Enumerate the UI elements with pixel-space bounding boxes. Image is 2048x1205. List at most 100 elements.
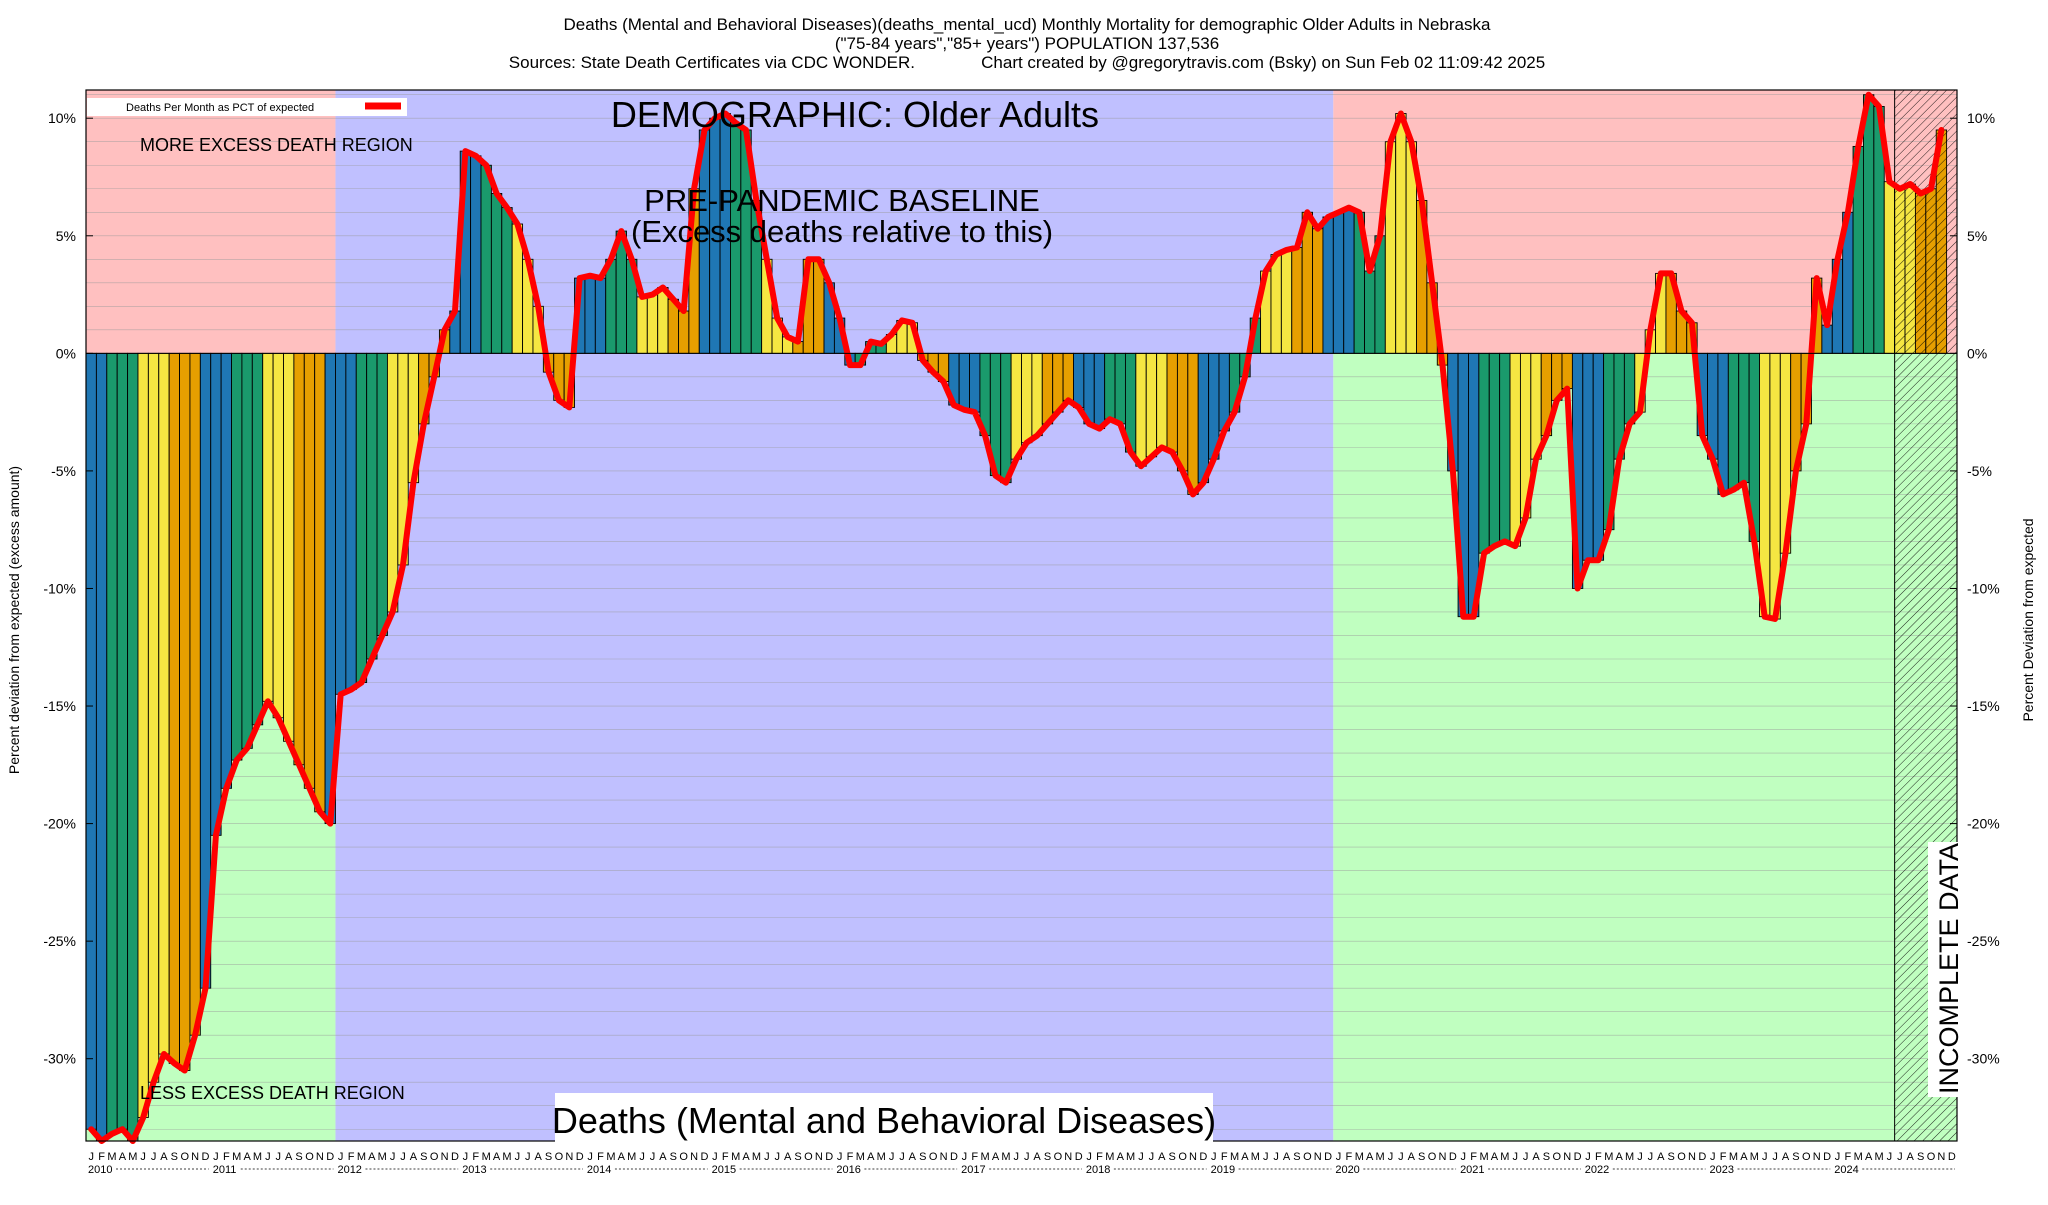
x-month-label: D: [1075, 1151, 1083, 1163]
bar: [605, 258, 617, 354]
x-month-label: M: [1126, 1151, 1135, 1163]
bar: [1738, 352, 1750, 484]
bar: [1883, 181, 1896, 354]
x-month-label: N: [441, 1151, 449, 1163]
x-month-label: N: [1314, 1151, 1322, 1163]
chart-title-line-3: Sources: State Death Certificates via CD…: [509, 53, 1545, 72]
x-month-label: J: [899, 1151, 905, 1163]
bar: [1135, 352, 1147, 467]
bar: [490, 193, 503, 354]
x-year-label: 2012: [337, 1164, 361, 1176]
bar: [969, 352, 981, 413]
x-month-label: J: [837, 1151, 843, 1163]
less-excess-region-label: LESS EXCESS DEATH REGION: [140, 1083, 405, 1103]
legend-label: Deaths Per Month as PCT of expected: [126, 102, 314, 114]
x-month-label: N: [1064, 1151, 1072, 1163]
x-month-label: D: [1199, 1151, 1207, 1163]
x-month-label: S: [1169, 1151, 1176, 1163]
x-month-label: J: [1014, 1151, 1020, 1163]
x-month-label: J: [88, 1151, 94, 1163]
y-axis-label-left: Percent deviation from expected (excess …: [6, 466, 22, 774]
bar: [1364, 270, 1376, 354]
x-month-label: J: [390, 1151, 396, 1163]
x-month-label: N: [1688, 1151, 1696, 1163]
x-month-label: M: [1251, 1151, 1260, 1163]
x-month-label: D: [1574, 1151, 1582, 1163]
x-month-label: F: [223, 1151, 230, 1163]
x-month-label: J: [639, 1151, 645, 1163]
x-year-label: 2011: [213, 1164, 237, 1176]
x-year-label: 2020: [1335, 1164, 1359, 1176]
x-month-label: A: [1865, 1151, 1873, 1163]
x-month-label: S: [1792, 1151, 1799, 1163]
x-month-label: A: [493, 1151, 501, 1163]
series-line: [88, 91, 1945, 1144]
x-month-label: M: [1874, 1151, 1883, 1163]
x-month-label: M: [1355, 1151, 1364, 1163]
y-tick-label-right: -25%: [1967, 933, 2000, 949]
bar: [1156, 352, 1168, 448]
bar: [366, 352, 378, 660]
x-month-label: N: [1813, 1151, 1821, 1163]
bar: [1166, 352, 1178, 453]
x-month-label: N: [191, 1151, 199, 1163]
x-month-label: A: [1158, 1151, 1166, 1163]
x-month-label: M: [482, 1151, 491, 1163]
bar: [1530, 352, 1542, 460]
bar: [1478, 352, 1490, 554]
incomplete-data-label: INCOMPLETE DATA: [1934, 843, 1964, 1094]
x-month-label: J: [213, 1151, 219, 1163]
x-month-label: D: [326, 1151, 334, 1163]
bar: [335, 352, 347, 695]
x-month-label: O: [1054, 1151, 1063, 1163]
x-month-label: J: [151, 1151, 157, 1163]
x-month-label: O: [1303, 1151, 1312, 1163]
x-month-label: M: [856, 1151, 865, 1163]
x-year-label: 2013: [462, 1164, 486, 1176]
y-tick-label-right: -15%: [1967, 698, 2000, 714]
x-year-label: 2024: [1834, 1164, 1858, 1176]
bar: [584, 275, 596, 354]
bar: [303, 352, 316, 789]
bar: [262, 352, 274, 702]
x-month-label: O: [1553, 1151, 1562, 1163]
bar: [636, 296, 648, 354]
x-year-label: 2018: [1086, 1164, 1110, 1176]
x-month-label: A: [368, 1151, 376, 1163]
bar: [480, 164, 492, 354]
x-month-label: A: [285, 1151, 293, 1163]
x-month-label: N: [316, 1151, 324, 1163]
bar: [1176, 352, 1189, 472]
x-month-label: F: [348, 1151, 355, 1163]
bar: [95, 352, 108, 1142]
x-month-label: M: [606, 1151, 615, 1163]
y-tick-label-left: 10%: [48, 110, 76, 126]
bar: [657, 287, 669, 354]
x-month-label: D: [700, 1151, 708, 1163]
x-month-label: O: [305, 1151, 314, 1163]
x-month-label: J: [1585, 1151, 1591, 1163]
bar: [147, 352, 160, 1083]
x-month-label: J: [712, 1151, 718, 1163]
bar: [1499, 352, 1511, 542]
x-month-label: N: [1438, 1151, 1446, 1163]
x-month-label: M: [981, 1151, 990, 1163]
x-month-label: J: [140, 1151, 146, 1163]
bar: [345, 352, 357, 691]
bar: [958, 352, 970, 411]
x-month-label: F: [1595, 1151, 1602, 1163]
y-tick-label-right: -20%: [1967, 816, 2000, 832]
x-month-label: J: [1273, 1151, 1279, 1163]
bar: [1291, 247, 1303, 354]
x-month-label: A: [867, 1151, 875, 1163]
bar: [355, 352, 368, 683]
bar: [189, 352, 201, 1036]
x-month-label: F: [1470, 1151, 1477, 1163]
x-month-label: F: [971, 1151, 978, 1163]
bar: [1010, 352, 1022, 460]
x-month-label: A: [659, 1151, 667, 1163]
x-month-label: S: [545, 1151, 552, 1163]
bar: [241, 352, 253, 749]
bar: [1322, 216, 1334, 354]
x-month-label: A: [1740, 1151, 1748, 1163]
